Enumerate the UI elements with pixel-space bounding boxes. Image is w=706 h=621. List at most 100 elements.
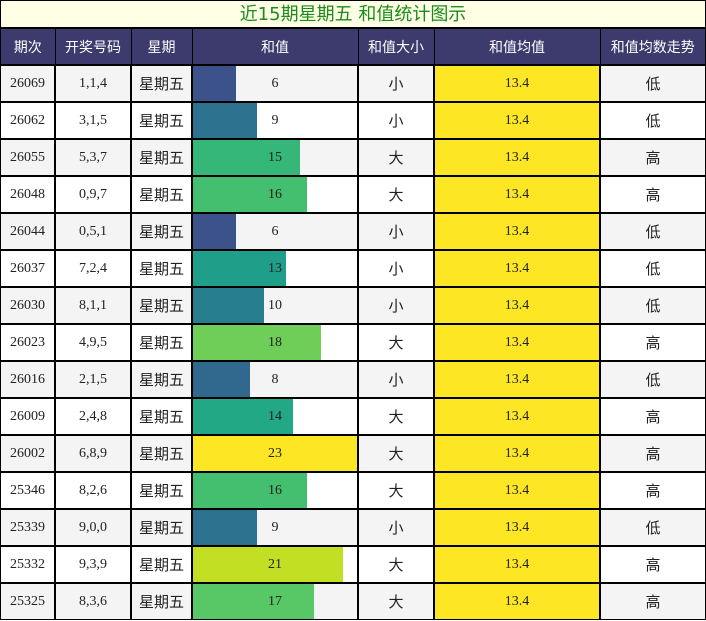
table-body: 26069 1,1,4 星期五 6 小 13.4 低 26062 3,1,5 星期五 9 小 13.4 低… xyxy=(1,65,705,619)
numbers-cell: 0,9,7 xyxy=(55,176,132,214)
average-trend-cell: 高 xyxy=(600,324,705,362)
sum-size-cell: 小 xyxy=(358,213,435,251)
average-trend-cell: 低 xyxy=(600,102,705,140)
weekday-cell: 星期五 xyxy=(131,287,193,325)
sum-bar xyxy=(193,399,293,434)
sum-bar-cell: 9 xyxy=(192,102,359,140)
sum-size-cell: 小 xyxy=(358,65,435,103)
table-row: 26023 4,9,5 星期五 18 大 13.4 高 xyxy=(1,324,705,362)
numbers-cell: 2,4,8 xyxy=(55,398,132,436)
sum-bar xyxy=(193,66,236,101)
issue-cell: 26048 xyxy=(1,176,56,214)
page-title: 近15期星期五 和值统计图示 xyxy=(1,1,705,29)
sum-average-cell: 13.4 xyxy=(434,472,601,510)
sum-average-cell: 13.4 xyxy=(434,213,601,251)
sum-value: 14 xyxy=(268,408,282,424)
sum-bar xyxy=(193,584,315,619)
sum-bar xyxy=(193,251,286,286)
average-trend-cell: 低 xyxy=(600,250,705,288)
table-row: 26037 7,2,4 星期五 13 小 13.4 低 xyxy=(1,250,705,288)
average-trend-cell: 低 xyxy=(600,213,705,251)
table-row: 25332 9,3,9 星期五 21 大 13.4 高 xyxy=(1,546,705,584)
issue-cell: 25339 xyxy=(1,509,56,547)
numbers-cell: 7,2,4 xyxy=(55,250,132,288)
sum-bar xyxy=(193,214,236,249)
sum-average-cell: 13.4 xyxy=(434,287,601,325)
sum-bar xyxy=(193,436,357,471)
header-weekday: 星期 xyxy=(131,29,193,66)
table-row: 25339 9,0,0 星期五 9 小 13.4 低 xyxy=(1,509,705,547)
sum-average-cell: 13.4 xyxy=(434,398,601,436)
issue-cell: 25346 xyxy=(1,472,56,510)
table-row: 26009 2,4,8 星期五 14 大 13.4 高 xyxy=(1,398,705,436)
issue-cell: 26030 xyxy=(1,287,56,325)
average-trend-cell: 低 xyxy=(600,509,705,547)
average-trend-cell: 高 xyxy=(600,398,705,436)
sum-value: 18 xyxy=(268,334,282,350)
weekday-cell: 星期五 xyxy=(131,398,193,436)
sum-value: 16 xyxy=(268,482,282,498)
sum-bar xyxy=(193,473,308,508)
header-sum: 和值 xyxy=(192,29,359,66)
weekday-cell: 星期五 xyxy=(131,361,193,399)
sum-bar-cell: 8 xyxy=(192,361,359,399)
sum-bar xyxy=(193,288,265,323)
sum-size-cell: 大 xyxy=(358,583,435,619)
sum-bar-cell: 10 xyxy=(192,287,359,325)
sum-value: 23 xyxy=(268,445,282,461)
sum-bar xyxy=(193,547,343,582)
issue-cell: 26023 xyxy=(1,324,56,362)
sum-value: 16 xyxy=(268,186,282,202)
average-trend-cell: 高 xyxy=(600,546,705,584)
numbers-cell: 8,1,1 xyxy=(55,287,132,325)
average-trend-cell: 高 xyxy=(600,472,705,510)
table-row: 26048 0,9,7 星期五 16 大 13.4 高 xyxy=(1,176,705,214)
issue-cell: 26044 xyxy=(1,213,56,251)
numbers-cell: 2,1,5 xyxy=(55,361,132,399)
average-trend-cell: 高 xyxy=(600,435,705,473)
table-row: 26062 3,1,5 星期五 9 小 13.4 低 xyxy=(1,102,705,140)
numbers-cell: 8,2,6 xyxy=(55,472,132,510)
table-row: 26002 6,8,9 星期五 23 大 13.4 高 xyxy=(1,435,705,473)
average-trend-cell: 高 xyxy=(600,139,705,177)
sum-average-cell: 13.4 xyxy=(434,583,601,619)
table-row: 26069 1,1,4 星期五 6 小 13.4 低 xyxy=(1,65,705,103)
header-sum-average: 和值均值 xyxy=(434,29,601,66)
sum-bar-cell: 18 xyxy=(192,324,359,362)
sum-bar xyxy=(193,510,258,545)
table-row: 25325 8,3,6 星期五 17 大 13.4 高 xyxy=(1,583,705,619)
sum-average-cell: 13.4 xyxy=(434,102,601,140)
issue-cell: 26016 xyxy=(1,361,56,399)
average-trend-cell: 高 xyxy=(600,176,705,214)
average-trend-cell: 低 xyxy=(600,65,705,103)
header-sum-size: 和值大小 xyxy=(358,29,435,66)
weekday-cell: 星期五 xyxy=(131,176,193,214)
sum-value: 15 xyxy=(268,149,282,165)
sum-bar-cell: 16 xyxy=(192,176,359,214)
sum-bar-cell: 15 xyxy=(192,139,359,177)
sum-size-cell: 大 xyxy=(358,435,435,473)
average-trend-cell: 低 xyxy=(600,287,705,325)
sum-bar xyxy=(193,103,258,138)
weekday-cell: 星期五 xyxy=(131,324,193,362)
sum-value: 8 xyxy=(271,371,279,387)
issue-cell: 26009 xyxy=(1,398,56,436)
sum-size-cell: 大 xyxy=(358,176,435,214)
sum-average-cell: 13.4 xyxy=(434,139,601,177)
sum-size-cell: 大 xyxy=(358,398,435,436)
sum-value: 10 xyxy=(268,297,282,313)
sum-bar-cell: 23 xyxy=(192,435,359,473)
table-row: 26016 2,1,5 星期五 8 小 13.4 低 xyxy=(1,361,705,399)
sum-value: 9 xyxy=(271,519,279,535)
sum-bar-cell: 6 xyxy=(192,213,359,251)
sum-bar-cell: 16 xyxy=(192,472,359,510)
sum-average-cell: 13.4 xyxy=(434,176,601,214)
table-row: 25346 8,2,6 星期五 16 大 13.4 高 xyxy=(1,472,705,510)
sum-size-cell: 大 xyxy=(358,139,435,177)
sum-value: 6 xyxy=(271,75,279,91)
header-average-trend: 和值均数走势 xyxy=(600,29,705,66)
numbers-cell: 3,1,5 xyxy=(55,102,132,140)
weekday-cell: 星期五 xyxy=(131,509,193,547)
numbers-cell: 4,9,5 xyxy=(55,324,132,362)
